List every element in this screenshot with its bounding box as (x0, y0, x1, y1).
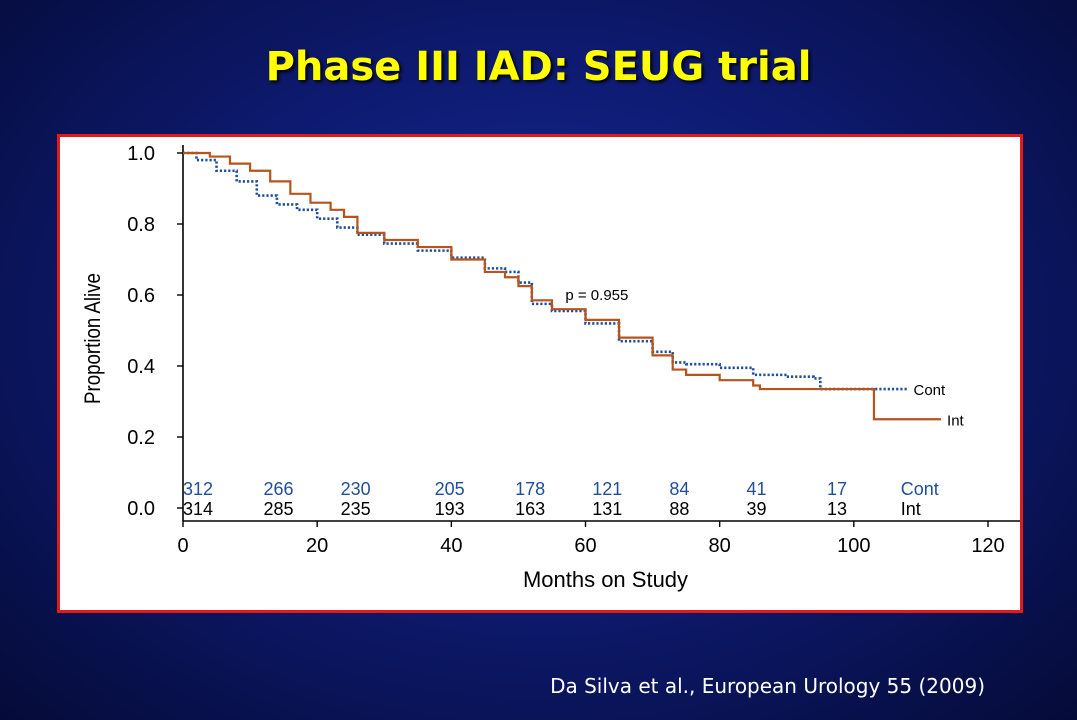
y-tick-label: 1.0 (127, 143, 155, 165)
y-axis-label: Proportion Alive (82, 273, 106, 404)
y-tick-label: 0.0 (127, 498, 155, 520)
x-tick-label: 100 (837, 535, 870, 557)
risk-value-cont: 121 (592, 479, 622, 499)
risk-value-cont: 84 (669, 479, 689, 499)
x-tick-label: 20 (306, 535, 328, 557)
p-value-annotation: p = 0.955 (565, 287, 628, 304)
chart-frame: 0.0 0.2 0.4 0.6 0.8 1.0 0 20 40 60 80 100 120 Months … (57, 134, 1023, 613)
x-tick-label: 0 (177, 535, 188, 557)
risk-value-int: 314 (183, 499, 213, 519)
risk-label-int: Int (901, 499, 921, 519)
risk-value-cont: 230 (341, 479, 371, 499)
risk-label-cont: Cont (901, 479, 939, 499)
risk-value-int: 235 (341, 499, 371, 519)
risk-value-int: 39 (747, 499, 767, 519)
series-line-cont (183, 151, 908, 391)
citation: Da Silva et al., European Urology 55 (20… (550, 674, 985, 698)
risk-value-cont: 266 (264, 479, 294, 499)
risk-value-int: 13 (827, 499, 847, 519)
risk-value-int: 193 (435, 499, 465, 519)
risk-value-int: 131 (592, 499, 622, 519)
y-tick-label: 0.8 (127, 214, 155, 236)
risk-value-int: 88 (669, 499, 689, 519)
risk-value-cont: 312 (183, 479, 213, 499)
risk-value-int: 285 (264, 499, 294, 519)
x-tick-label: 80 (709, 535, 731, 557)
y-tick-label: 0.6 (127, 285, 155, 307)
risk-value-cont: 17 (827, 479, 847, 499)
series-label-int: Int (947, 412, 965, 429)
risk-value-cont: 205 (435, 479, 465, 499)
kaplan-meier-chart: 0.0 0.2 0.4 0.6 0.8 1.0 0 20 40 60 80 100 120 Months … (82, 143, 1020, 592)
risk-value-int: 163 (515, 499, 545, 519)
slide-title: Phase III IAD: SEUG trial (265, 44, 812, 90)
x-tick-label: 60 (574, 535, 596, 557)
x-axis-label: Months on Study (523, 567, 688, 592)
y-tick-label: 0.4 (127, 356, 155, 378)
x-tick-label: 120 (971, 535, 1004, 557)
x-tick-label: 40 (440, 535, 462, 557)
series-line-int (183, 151, 942, 421)
series-label-cont: Cont (914, 382, 947, 399)
risk-value-cont: 41 (747, 479, 767, 499)
y-tick-label: 0.2 (127, 427, 155, 449)
risk-value-cont: 178 (515, 479, 545, 499)
